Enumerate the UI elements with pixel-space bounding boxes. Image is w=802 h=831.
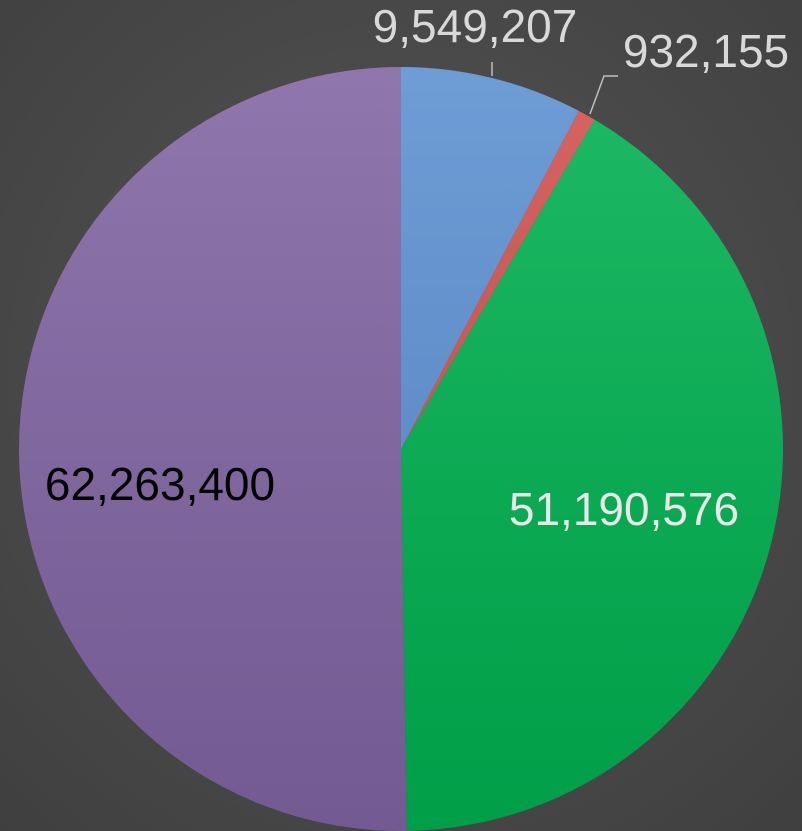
data-label: 62,263,400 (45, 458, 275, 510)
leader-line (589, 75, 618, 115)
data-label: 9,549,207 (373, 0, 578, 52)
data-label: 51,190,576 (509, 483, 739, 535)
labels: 9,549,207 932,155 51,190,576 62,263,400 (45, 0, 789, 535)
pie (19, 67, 783, 831)
data-label: 932,155 (623, 25, 789, 77)
